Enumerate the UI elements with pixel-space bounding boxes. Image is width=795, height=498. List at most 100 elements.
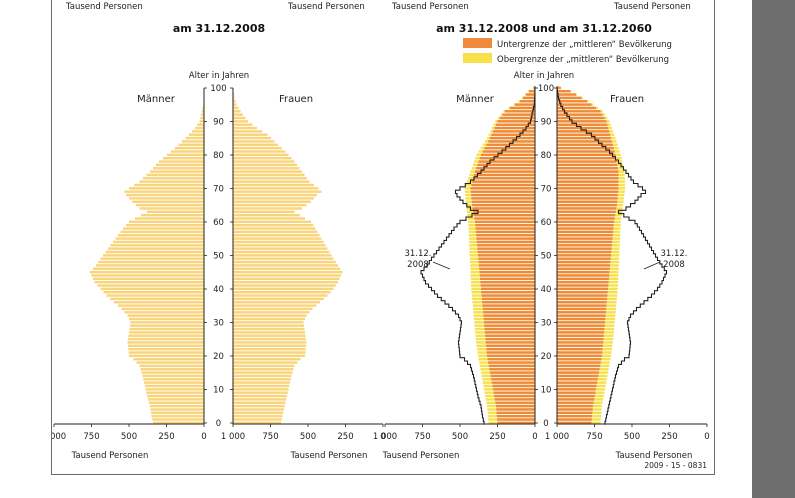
chart1-xtick-label-left: 500 — [121, 432, 137, 442]
chart2-annotation-right-leader — [643, 261, 661, 270]
chart2-bar-lower-right — [557, 311, 606, 314]
chart1-bar-maenner — [126, 193, 204, 197]
chart2-bar-lower-right — [557, 414, 593, 418]
chart2-xaxis-label-left: Tausend Personen — [382, 451, 460, 461]
chart1-bar-frauen — [233, 368, 294, 371]
chart2-annotation-left-leader — [432, 261, 451, 270]
chart2-bar-lower-left — [475, 170, 535, 173]
chart2-bar-lower-left — [486, 143, 535, 147]
chart2-bar-lower-left — [477, 250, 535, 254]
chart2-bar-lower-right — [557, 193, 618, 197]
chart1-ytick-label: 0 — [216, 419, 221, 429]
chart1-xtick-label-left: 750 — [83, 432, 99, 442]
chart1-bar-maenner — [135, 203, 204, 207]
chart1-bar-frauen — [233, 344, 307, 348]
chart2-bar-lower-left — [505, 110, 535, 113]
chart1-bar-frauen — [233, 203, 307, 207]
chart1-bar-maenner — [150, 404, 204, 408]
chart2-xtick-label-left: 750 — [414, 432, 430, 442]
chart1-bar-maenner — [200, 116, 204, 120]
chart2-bar-lower-right — [557, 120, 607, 123]
chart1-bar-maenner — [147, 394, 204, 398]
chart2-bar-lower-left — [523, 96, 535, 100]
chart2-bar-lower-right — [557, 301, 607, 304]
chart1-bar-frauen — [233, 143, 278, 147]
chart2-bar-lower-right — [557, 200, 618, 203]
chart1-bar-maenner — [130, 324, 204, 327]
chart1-ytick-label: 50 — [213, 252, 224, 262]
chart2-bar-lower-left — [529, 89, 535, 93]
chart2-bar-lower-right — [557, 170, 619, 173]
chart1-bar-maenner — [144, 381, 204, 384]
chart1-ytick-label: 40 — [213, 285, 224, 295]
chart1-bar-frauen — [233, 140, 275, 143]
chart1-bar-frauen — [233, 197, 314, 200]
chart1-bar-maenner — [97, 284, 204, 287]
chart1-bar-maenner — [129, 327, 204, 331]
chart2-bar-lower-right — [557, 197, 618, 200]
chart2-ytick-label: 70 — [541, 185, 552, 195]
chart2-bar-lower-left — [492, 384, 535, 388]
chart2-bar-lower-right — [557, 421, 592, 425]
chart1-bar-frauen — [233, 277, 340, 281]
chart2-bar-lower-right — [557, 317, 606, 321]
top-label-1: Tausend Personen — [65, 2, 143, 12]
chart1-bar-maenner — [118, 234, 204, 237]
chart1-bar-frauen — [233, 153, 289, 157]
chart2-bar-lower-left — [484, 146, 535, 150]
chart2-bar-lower-left — [474, 217, 535, 220]
chart2-bar-lower-right — [557, 264, 611, 267]
chart1-bar-frauen — [233, 324, 304, 327]
chart2-bar-lower-left — [472, 207, 535, 210]
chart2-bar-lower-left — [484, 324, 535, 327]
chart1-xtick-label-left: 1 000 — [52, 432, 66, 442]
chart2-bar-lower-right — [557, 371, 599, 374]
chart2-bar-lower-left — [484, 321, 535, 324]
chart2-bar-lower-right — [557, 136, 611, 140]
chart2-bar-lower-right — [557, 327, 605, 331]
chart2-xtick-label-right: 250 — [661, 432, 677, 442]
chart1-bar-frauen — [233, 120, 248, 123]
chart1-bar-maenner — [94, 280, 204, 284]
chart1-bar-frauen — [233, 234, 320, 237]
chart2-bar-lower-right — [557, 100, 587, 103]
chart1-bar-maenner — [152, 418, 204, 421]
legend-swatch-lower — [463, 38, 492, 48]
chart1-bar-frauen — [233, 341, 307, 344]
chart1-bar-frauen — [233, 113, 243, 116]
chart2-outline-2008-right — [556, 86, 668, 425]
chart1-bar-maenner — [202, 106, 204, 110]
chart2-bar-lower-left — [497, 418, 535, 421]
chart1-bar-maenner — [153, 167, 204, 170]
chart1-bar-maenner — [114, 301, 204, 304]
chart1-xtick-label-right: 1 000 — [221, 432, 245, 442]
chart1-bar-maenner — [113, 240, 204, 244]
chart1-ytick-label: 70 — [213, 185, 224, 195]
chart2-bar-lower-right — [557, 86, 561, 90]
chart1-bar-frauen — [233, 103, 237, 106]
chart2-bar-lower-right — [557, 130, 610, 133]
chart2-xaxis-label-right: Tausend Personen — [615, 451, 693, 461]
chart1-left-label: Männer — [137, 94, 176, 105]
chart1-bar-frauen — [233, 270, 343, 274]
chart2-bar-lower-left — [496, 123, 535, 126]
top-label-2: Tausend Personen — [287, 2, 365, 12]
chart1-bar-maenner — [185, 136, 204, 140]
chart1-bar-maenner — [91, 274, 204, 277]
chart2-ytick-label: 10 — [541, 386, 552, 396]
chart1-bar-frauen — [233, 334, 306, 337]
chart1-bar-maenner — [195, 126, 204, 130]
chart1-bar-maenner — [93, 277, 204, 281]
chart1-bar-maenner — [126, 223, 204, 227]
chart1-bar-frauen — [233, 260, 336, 264]
chart1-bar-frauen — [233, 361, 298, 364]
chart1-bar-maenner — [110, 297, 204, 301]
chart2-bar-lower-left — [490, 374, 535, 378]
legend-label-lower: Untergrenze der „mittleren“ Bevölkerung — [497, 40, 672, 50]
chart1-bar-maenner — [105, 250, 204, 254]
chart1-bar-maenner — [117, 304, 204, 307]
chart1-bar-maenner — [130, 321, 204, 324]
chart2-bar-lower-right — [557, 257, 611, 260]
chart2-bar-lower-right — [557, 180, 619, 183]
